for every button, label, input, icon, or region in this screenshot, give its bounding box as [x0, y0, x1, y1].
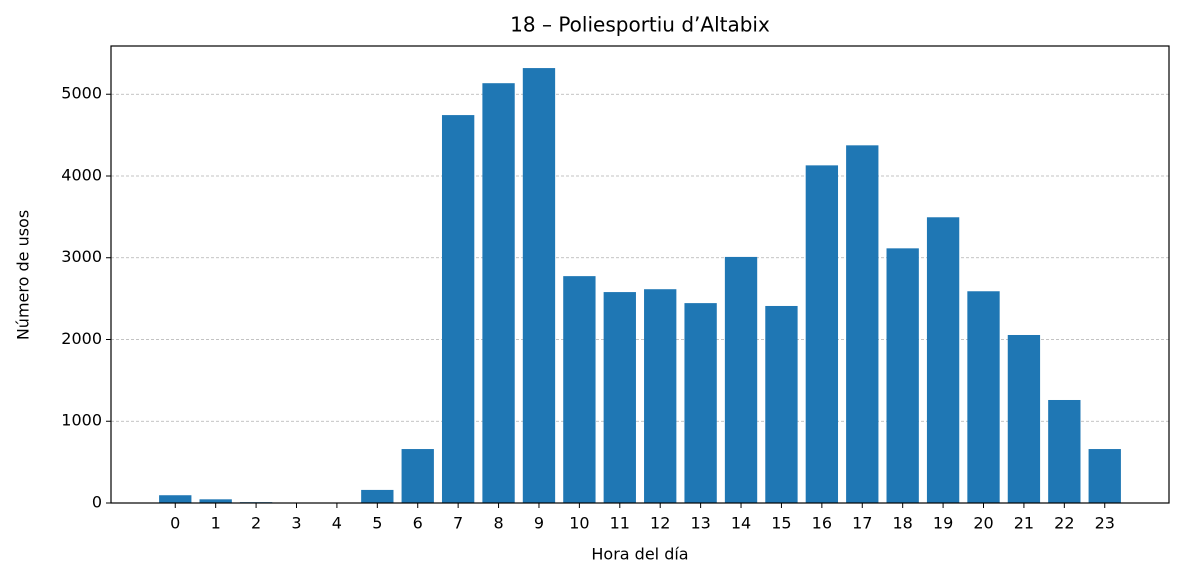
y-axis-label: Número de usos	[14, 210, 33, 340]
bar	[846, 145, 879, 503]
bar	[967, 291, 1000, 503]
x-tick-label: 2	[251, 514, 261, 533]
x-tick-label: 22	[1054, 514, 1074, 533]
x-tick-label: 18	[893, 514, 913, 533]
bar	[886, 248, 919, 503]
y-tick-label: 3000	[61, 247, 102, 266]
bar	[684, 303, 717, 503]
bar	[563, 276, 596, 503]
x-tick-label: 5	[372, 514, 382, 533]
bar	[724, 256, 758, 503]
bar	[926, 217, 960, 503]
x-tick-label: 16	[812, 514, 832, 533]
bar	[1007, 334, 1041, 503]
x-tick-label: 9	[534, 514, 544, 533]
bar	[441, 115, 475, 504]
bar	[1048, 399, 1081, 503]
x-tick-label: 23	[1095, 514, 1115, 533]
x-tick-label: 15	[771, 514, 791, 533]
bar	[765, 305, 798, 503]
x-tick-label: 0	[170, 514, 180, 533]
x-tick-label: 14	[731, 514, 751, 533]
bar	[644, 289, 677, 503]
x-tick-label: 4	[332, 514, 342, 533]
x-tick-label: 1	[211, 514, 221, 533]
x-tick-label: 20	[973, 514, 993, 533]
x-tick-label: 8	[493, 514, 503, 533]
bar	[482, 83, 515, 503]
plot-frame	[110, 45, 1170, 504]
x-tick-label: 17	[852, 514, 872, 533]
bar	[401, 449, 434, 503]
x-tick-label: 11	[610, 514, 630, 533]
x-tick-label: 6	[413, 514, 423, 533]
y-tick-label: 5000	[61, 84, 102, 103]
bar	[522, 68, 556, 503]
x-tick-label: 12	[650, 514, 670, 533]
bar	[805, 165, 839, 504]
chart-title: 18 – Poliesportiu d’Altabix	[510, 13, 770, 37]
bar	[361, 489, 394, 503]
x-axis-label: Hora del día	[591, 545, 688, 564]
y-tick-label: 2000	[61, 329, 102, 348]
bar	[1088, 449, 1121, 503]
x-tick-label: 19	[933, 514, 953, 533]
x-tick-label: 3	[291, 514, 301, 533]
x-tick-label: 10	[569, 514, 589, 533]
x-tick-label: 13	[690, 514, 710, 533]
y-tick-label: 4000	[61, 165, 102, 184]
bar	[603, 292, 636, 503]
bar	[199, 499, 232, 503]
bar	[159, 495, 192, 503]
y-tick-label: 1000	[61, 411, 102, 430]
x-tick-label: 21	[1014, 514, 1034, 533]
y-tick-label: 0	[92, 493, 102, 512]
x-tick-label: 7	[453, 514, 463, 533]
